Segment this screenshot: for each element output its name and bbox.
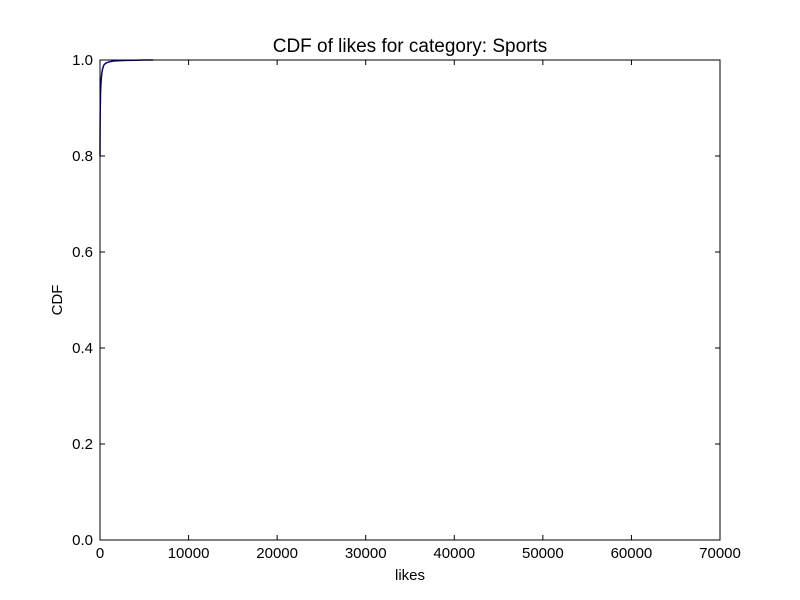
y-tick-label: 1.0: [72, 52, 93, 69]
x-tick-label: 20000: [256, 545, 298, 562]
x-tick-label: 50000: [522, 545, 564, 562]
plot-frame: [99, 59, 721, 541]
chart-title: CDF of likes for category: Sports: [273, 36, 548, 57]
plot-series-group: [99, 59, 154, 157]
x-tick-label: 40000: [433, 545, 475, 562]
x-tick-label: 10000: [168, 545, 210, 562]
x-tick-label: 70000: [699, 545, 741, 562]
y-tick-label: 0.0: [72, 532, 93, 549]
y-tick-label: 0.4: [72, 340, 93, 357]
y-tick-label: 0.6: [72, 244, 93, 261]
x-tick-label: 60000: [611, 545, 653, 562]
y-tick-label: 0.2: [72, 436, 93, 453]
axis-ticks-group: 0 10000 20000 30000 40000 50000 60000 70000 0.0 0…: [72, 52, 741, 562]
x-tick-label: 0: [96, 545, 104, 562]
x-axis-label: likes: [395, 567, 425, 584]
y-axis-label: CDF: [49, 285, 66, 316]
x-tick-label: 30000: [345, 545, 387, 562]
cdf-series-line: [99, 59, 154, 157]
y-tick-label: 0.8: [72, 148, 93, 165]
